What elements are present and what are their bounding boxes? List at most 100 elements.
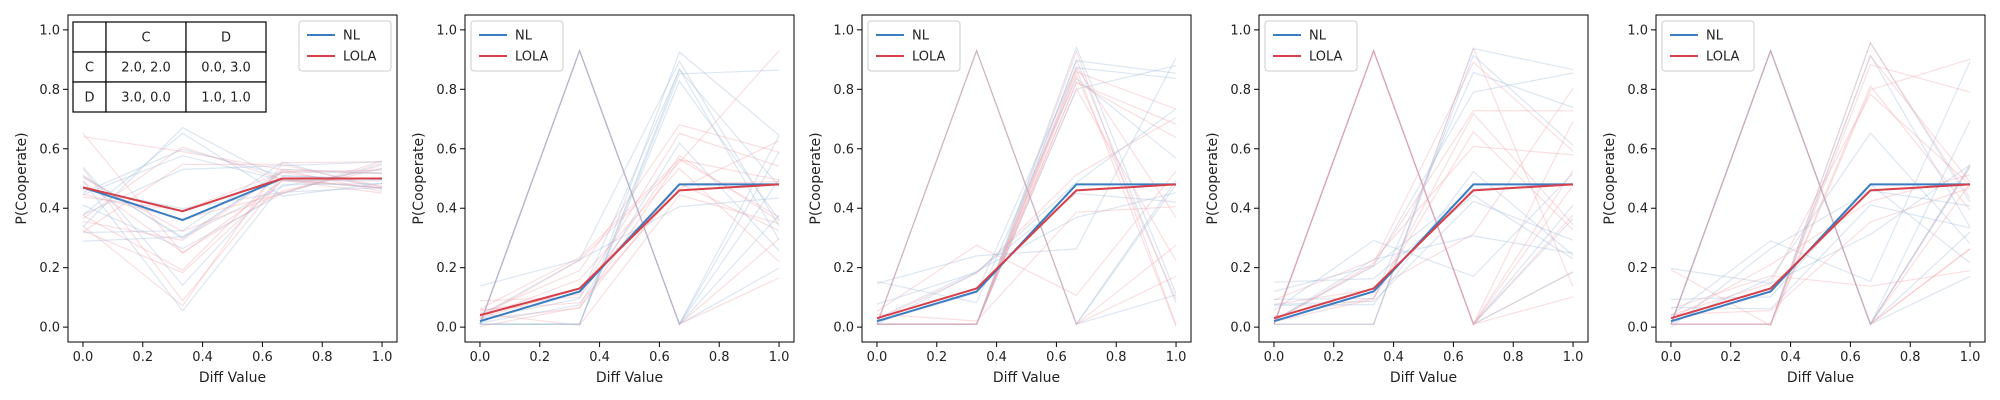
x-tick-label: 0.8 (312, 350, 333, 365)
faint-run-line (1670, 164, 1971, 285)
legend-box (298, 20, 392, 72)
faint-run-line (1670, 58, 1971, 327)
faint-run-line (1273, 48, 1574, 326)
faint-run-line (1274, 47, 1574, 325)
faint-run-line (82, 171, 383, 242)
faint-run-line (479, 50, 780, 318)
x-tick-label: 1.0 (1563, 350, 1584, 365)
y-axis-label: P(Cooperate) (1602, 132, 1618, 224)
faint-run-line (1671, 84, 1971, 325)
y-axis-label: P(Cooperate) (14, 132, 30, 224)
faint-run-line (877, 57, 1177, 325)
faint-run-line (82, 161, 383, 216)
y-tick-label: 1.0 (1627, 23, 1648, 38)
y-tick-label: 1.0 (1230, 23, 1251, 38)
y-tick-label: 0.0 (1627, 321, 1648, 336)
faint-run-line (876, 108, 1177, 325)
x-axis-label: Diff Value (993, 370, 1060, 386)
y-tick-label: 0.4 (1627, 202, 1648, 217)
x-tick-label: 0.4 (192, 350, 213, 365)
faint-run-line (1274, 54, 1574, 325)
faint-run-line (479, 182, 780, 319)
faint-run-line (877, 67, 1177, 327)
faint-run-line (1670, 48, 1971, 326)
faint-run-line (876, 48, 1177, 326)
series-line-nl (876, 183, 1176, 323)
faint-run-line (82, 180, 383, 312)
y-tick-label: 0.0 (1230, 321, 1251, 336)
faint-run-line (82, 163, 383, 233)
x-tick-label: 0.2 (1323, 350, 1344, 365)
faint-run-line (82, 132, 383, 255)
x-tick-label: 0.4 (589, 350, 610, 365)
legend-label: LOLA (515, 50, 549, 65)
y-axis-label: P(Cooperate) (808, 132, 824, 224)
faint-run-line (877, 81, 1177, 325)
faint-run-line (479, 48, 780, 326)
x-tick-label: 0.0 (867, 350, 888, 365)
faint-run-line (1273, 145, 1574, 301)
faint-run-line (877, 65, 1177, 325)
table-cell (185, 81, 267, 113)
y-tick-label: 0.0 (436, 321, 457, 336)
subplot-4: 0.0 0.2 0.4 0.6 0.8 1.0 0.0 0.2 0.4 0.6 0.8 1.0 Diff… (1205, 14, 1589, 386)
plot-frame (861, 14, 1192, 343)
y-tick-label: 0.2 (436, 261, 457, 276)
faint-run-line (479, 167, 780, 318)
y-tick-label: 0.6 (833, 142, 854, 157)
faint-run-line (1273, 48, 1574, 326)
faint-run-line (82, 179, 383, 274)
faint-run-line (1671, 41, 1971, 325)
faint-run-line (1671, 55, 1971, 325)
y-tick-label: 0.8 (1627, 83, 1648, 98)
legend: NL LOLA (1264, 20, 1358, 72)
x-tick-label: 0.0 (470, 350, 491, 365)
faint-run-line (1273, 235, 1574, 322)
legend-label: NL (343, 29, 361, 44)
x-axis-label: Diff Value (1787, 370, 1854, 386)
series-line-lola (82, 177, 382, 213)
x-tick-label: 1.0 (769, 350, 790, 365)
table-cell-text: D (221, 31, 231, 46)
plot-frame (1258, 14, 1589, 343)
y-tick-label: 0.0 (833, 321, 854, 336)
y-tick-label: 0.4 (39, 202, 60, 217)
x-axis-label: Diff Value (1390, 370, 1457, 386)
table-cell-text: 3.0, 0.0 (121, 91, 171, 106)
faint-run-line (82, 168, 383, 254)
x-tick-label: 1.0 (372, 350, 393, 365)
faint-run-line (1670, 48, 1971, 326)
table-cell (185, 21, 267, 53)
faint-run-line (479, 48, 780, 326)
faint-run-line (1274, 46, 1574, 325)
faint-run-line (479, 60, 780, 317)
faint-run-line (479, 142, 780, 324)
table-cell-text: C (85, 61, 94, 76)
series-line-lola (1273, 183, 1574, 320)
y-tick-label: 0.4 (1230, 202, 1251, 217)
y-tick-label: 0.0 (39, 321, 60, 336)
faint-run-line (479, 48, 780, 326)
faint-run-line (877, 81, 1177, 325)
faint-run-line (82, 169, 383, 242)
faint-run-line (1671, 41, 1971, 325)
faint-run-line (1670, 187, 1971, 316)
x-tick-label: 0.2 (132, 350, 153, 365)
y-tick-label: 1.0 (39, 23, 60, 38)
faint-run-line (1670, 270, 1971, 310)
faint-run-line (1670, 48, 1971, 326)
faint-run-line (82, 126, 383, 228)
table-cell (105, 51, 187, 83)
x-tick-label: 0.6 (1840, 350, 1861, 365)
x-tick-label: 0.4 (986, 350, 1007, 365)
y-tick-label: 0.2 (1627, 261, 1648, 276)
faint-run-line (479, 197, 780, 287)
faint-run-line (82, 132, 383, 216)
x-tick-label: 0.8 (709, 350, 730, 365)
faint-run-line (876, 48, 1177, 326)
legend-label: NL (1706, 29, 1724, 44)
table-cell (72, 81, 107, 113)
y-tick-label: 0.6 (39, 142, 60, 157)
x-tick-label: 1.0 (1166, 350, 1187, 365)
